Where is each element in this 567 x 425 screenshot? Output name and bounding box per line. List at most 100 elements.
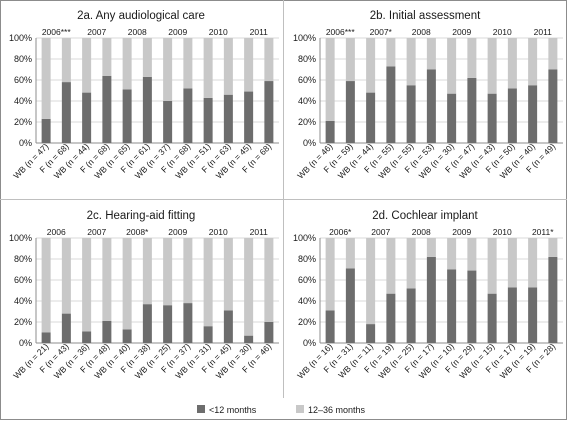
y-tick-label: 0%	[19, 338, 32, 348]
bar-12-36-months	[528, 38, 538, 86]
bar-12-36-months	[528, 238, 538, 288]
bar-lt12-months	[325, 120, 335, 143]
year-label: 2009	[452, 27, 471, 37]
bar-lt12-months	[447, 269, 457, 343]
bar-lt12-months	[447, 93, 457, 143]
bar-lt12-months	[41, 332, 51, 343]
bar-lt12-months	[264, 81, 274, 143]
y-tick-label: 0%	[19, 138, 32, 148]
y-tick-label: 100%	[9, 233, 32, 243]
bar-12-36-months	[345, 238, 355, 269]
panel-title: 2d. Cochlear implant	[372, 210, 478, 222]
chart-panel-3: 2c. Hearing-aid fitting 0% 20% 40% 60% 80% 100…	[9, 210, 279, 381]
year-label: 2008	[412, 27, 431, 37]
y-tick-label: 80%	[14, 54, 32, 64]
bar-lt12-months	[122, 329, 132, 343]
bar-12-36-months	[426, 38, 436, 70]
bar-12-36-months	[102, 38, 112, 76]
bar-12-36-months	[406, 38, 416, 86]
bar-lt12-months	[244, 91, 254, 143]
y-tick-label: 80%	[298, 254, 316, 264]
bar-12-36-months	[203, 238, 213, 327]
bar-12-36-months	[61, 238, 71, 314]
bar-lt12-months	[426, 256, 436, 343]
bar-12-36-months	[386, 238, 396, 294]
bar-12-36-months	[41, 238, 51, 333]
bar-lt12-months	[102, 320, 112, 343]
y-tick-label: 60%	[298, 275, 316, 285]
legend-swatch-12-36-months	[296, 405, 304, 413]
bar-12-36-months	[244, 238, 254, 336]
bar-lt12-months	[264, 322, 274, 343]
bar-12-36-months	[142, 238, 152, 305]
bar-lt12-months	[122, 89, 132, 143]
bar-12-36-months	[507, 38, 517, 89]
y-tick-label: 40%	[298, 296, 316, 306]
year-label: 2007	[371, 227, 390, 237]
bar-12-36-months	[142, 38, 152, 77]
bar-12-36-months	[102, 238, 112, 321]
bar-12-36-months	[203, 38, 213, 98]
bar-12-36-months	[386, 38, 396, 67]
y-tick-label: 60%	[14, 75, 32, 85]
bar-12-36-months	[345, 38, 355, 82]
bar-12-36-months	[507, 238, 517, 288]
bar-lt12-months	[82, 92, 92, 143]
y-tick-label: 20%	[298, 117, 316, 127]
bar-lt12-months	[467, 270, 477, 343]
year-label: 2009	[168, 27, 187, 37]
year-label: 2009	[168, 227, 187, 237]
bar-12-36-months	[447, 238, 457, 270]
chart-panel-2: 2b. Initial assessment 0% 20% 40% 60% 80% 100%…	[293, 10, 563, 181]
y-tick-label: 80%	[14, 254, 32, 264]
year-label: 2009	[452, 227, 471, 237]
bar-12-36-months	[163, 238, 173, 306]
bar-lt12-months	[366, 324, 376, 343]
y-tick-label: 60%	[14, 275, 32, 285]
bar-12-36-months	[264, 238, 274, 322]
bar-12-36-months	[122, 238, 132, 330]
panel-title: 2a. Any audiological care	[77, 10, 205, 22]
legend-label: <12 months	[209, 405, 257, 415]
bar-lt12-months	[548, 69, 558, 143]
panel-title: 2c. Hearing-aid fitting	[87, 210, 196, 222]
bar-12-36-months	[163, 38, 173, 101]
bar-lt12-months	[507, 287, 517, 343]
bar-12-36-months	[82, 38, 92, 93]
year-label: 2010	[493, 27, 512, 37]
bar-lt12-months	[548, 256, 558, 343]
bar-12-36-months	[426, 238, 436, 257]
bar-12-36-months	[41, 38, 51, 119]
bar-lt12-months	[223, 310, 233, 343]
bar-lt12-months	[366, 92, 376, 143]
bar-lt12-months	[386, 293, 396, 343]
bar-lt12-months	[528, 85, 538, 143]
year-label: 2011	[250, 227, 269, 237]
bar-12-36-months	[264, 38, 274, 82]
y-tick-label: 20%	[14, 117, 32, 127]
bar-lt12-months	[487, 293, 497, 343]
bar-lt12-months	[345, 81, 355, 143]
bar-lt12-months	[163, 101, 173, 143]
bar-12-36-months	[467, 238, 477, 271]
y-tick-label: 40%	[298, 96, 316, 106]
y-tick-label: 40%	[14, 96, 32, 106]
chart-panel-1: 2a. Any audiological care 0% 20% 40% 60% 80% 1…	[9, 10, 279, 181]
bar-lt12-months	[142, 76, 152, 143]
bar-12-36-months	[548, 238, 558, 257]
y-tick-label: 0%	[303, 338, 316, 348]
year-label: 2006***	[42, 27, 72, 37]
bar-lt12-months	[244, 335, 254, 343]
year-label: 2008	[128, 27, 147, 37]
y-tick-label: 100%	[9, 33, 32, 43]
bar-lt12-months	[507, 88, 517, 143]
bar-lt12-months	[345, 268, 355, 343]
legend: <12 months 12–36 months	[197, 405, 366, 415]
year-label: 2008	[412, 227, 431, 237]
bar-lt12-months	[61, 82, 71, 143]
bar-lt12-months	[183, 88, 193, 143]
bar-12-36-months	[61, 38, 71, 83]
year-label: 2011	[534, 27, 553, 37]
year-label: 2007	[87, 27, 106, 37]
bar-12-36-months	[406, 238, 416, 289]
